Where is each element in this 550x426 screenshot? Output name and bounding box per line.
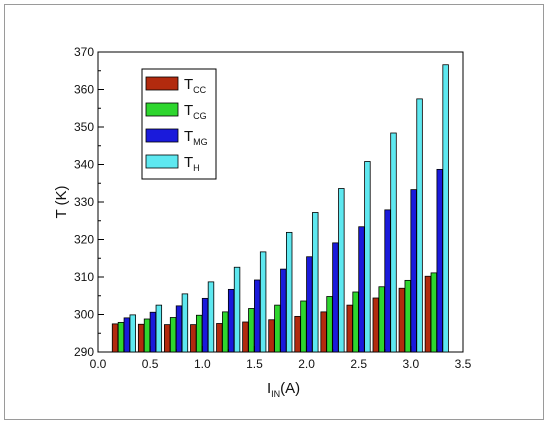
bar-cg-2 — [169, 317, 177, 353]
bar-cg-12 — [430, 272, 438, 353]
legend-swatch-cg — [145, 102, 179, 117]
bar-mg-9 — [358, 226, 365, 353]
bar-cc-3 — [190, 324, 197, 353]
bar-mg-10 — [384, 209, 391, 353]
bar-h-3 — [207, 281, 215, 353]
bar-cg-1 — [143, 318, 151, 353]
bar-h-8 — [338, 188, 345, 353]
bar-cg-5 — [248, 308, 255, 353]
legend-label-mg: TMG — [184, 128, 208, 147]
bar-h-10 — [390, 132, 397, 353]
y-tick-label: 320 — [74, 233, 94, 247]
bar-h-4 — [233, 266, 241, 353]
bar-cg-10 — [378, 286, 385, 353]
x-tick-label: 1.5 — [246, 357, 263, 371]
y-tick-label: 290 — [74, 345, 94, 359]
x-axis-title-subscript: IN — [271, 389, 280, 399]
x-tick-label: 0.0 — [90, 357, 107, 371]
x-tick-label: 0.5 — [142, 357, 159, 371]
bar-mg-1 — [149, 311, 157, 353]
bar-cc-6 — [268, 319, 275, 353]
bar-cc-4 — [216, 323, 223, 353]
bars-layer — [111, 64, 449, 353]
bar-cg-4 — [222, 311, 229, 353]
bar-mg-0 — [123, 317, 131, 353]
bar-cc-10 — [372, 297, 379, 353]
y-tick-label: 370 — [74, 45, 94, 59]
y-axis-title: T (K) — [53, 185, 70, 218]
bar-cc-12 — [424, 275, 432, 353]
bar-mg-4 — [227, 288, 235, 353]
bar-mg-5 — [254, 279, 261, 353]
bar-cg-8 — [326, 296, 333, 353]
bar-cc-0 — [111, 323, 119, 353]
bar-cg-7 — [300, 300, 307, 353]
legend-swatch-h — [145, 154, 179, 169]
x-tick-label: 2.5 — [350, 357, 367, 371]
bar-mg-6 — [280, 268, 287, 353]
bar-h-0 — [129, 314, 136, 353]
x-axis-title-unit: (A) — [280, 380, 300, 397]
y-tick-label: 300 — [74, 308, 94, 322]
x-tick-label: 2.0 — [298, 357, 315, 371]
bar-cc-11 — [398, 287, 406, 353]
bar-mg-3 — [201, 297, 209, 353]
bar-cg-11 — [404, 279, 411, 353]
bar-cg-6 — [274, 304, 281, 353]
bar-cg-0 — [117, 321, 125, 353]
bar-h-1 — [155, 304, 163, 353]
x-axis-title: IIN(A) — [267, 380, 300, 399]
x-axis-title-main: I — [267, 380, 271, 397]
bar-h-12 — [442, 64, 449, 353]
y-axis: 290 300 310 320 330 340 350 360 370 — [74, 45, 104, 359]
bar-cg-9 — [352, 291, 359, 353]
legend-label-cg: TCG — [184, 102, 207, 121]
bar-mg-2 — [175, 305, 183, 353]
y-tick-label: 310 — [74, 270, 94, 284]
bar-h-5 — [259, 251, 267, 353]
bar-cc-5 — [242, 321, 249, 353]
y-tick-label: 350 — [74, 120, 94, 134]
bar-h-9 — [364, 161, 371, 353]
bar-cc-9 — [346, 304, 353, 353]
legend-swatch-mg — [145, 128, 179, 143]
y-tick-label: 340 — [74, 158, 94, 172]
bar-cc-7 — [294, 315, 301, 353]
bar-h-2 — [181, 293, 189, 353]
bar-mg-12 — [436, 168, 443, 353]
bar-h-7 — [312, 212, 319, 353]
x-tick-label: 3.5 — [455, 357, 472, 371]
bar-mg-8 — [332, 242, 339, 353]
bar-mg-7 — [306, 256, 313, 353]
bar-h-11 — [416, 98, 423, 353]
legend-swatch-cc — [145, 76, 179, 91]
bar-cc-1 — [137, 323, 145, 353]
x-tick-label: 1.0 — [194, 357, 211, 371]
bar-mg-11 — [410, 189, 417, 353]
bar-cc-8 — [320, 311, 327, 353]
bar-cg-3 — [195, 314, 203, 353]
bar-cc-2 — [164, 324, 171, 353]
x-tick-label: 3.0 — [403, 357, 420, 371]
y-tick-label: 360 — [74, 83, 94, 97]
legend-label-cc: TCC — [184, 76, 207, 95]
x-axis: 0.0 0.5 1.0 1.5 2.0 2.5 3.0 3.5 — [90, 346, 472, 371]
y-tick-label: 330 — [74, 195, 94, 209]
legend: TCC TCG TMG TH — [141, 68, 217, 180]
legend-label-h: TH — [184, 154, 200, 173]
bar-h-6 — [285, 231, 293, 353]
